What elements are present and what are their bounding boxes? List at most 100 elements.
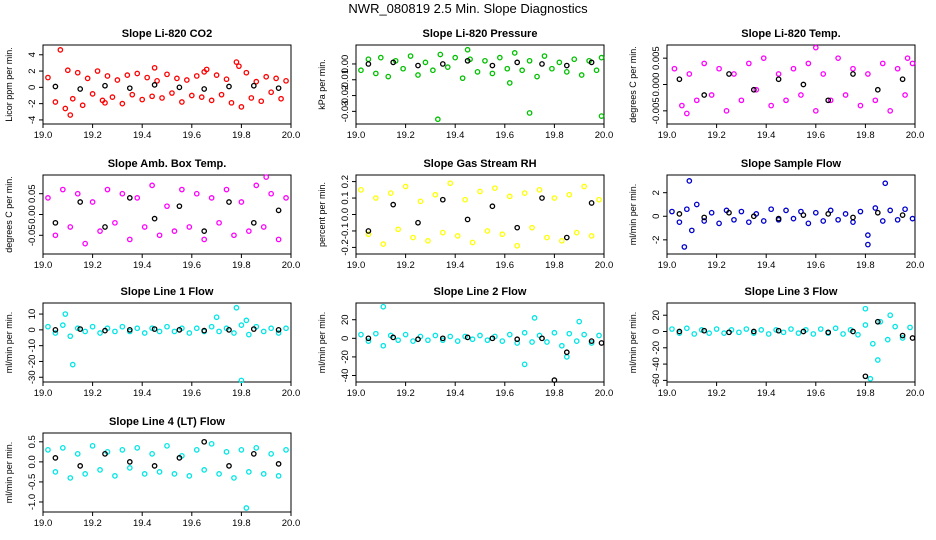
data-point (410, 234, 416, 241)
data-point (245, 469, 252, 475)
data-point (141, 224, 148, 230)
data-point (134, 195, 141, 201)
data-point (909, 60, 916, 67)
data-point (598, 113, 605, 119)
data-point (736, 329, 742, 336)
x-tick-label: 20.0 (595, 130, 614, 141)
x-tick-label: 19.8 (545, 388, 564, 399)
y-axis-label: ml/min per min. (628, 312, 638, 374)
x-tick-label: 19.8 (856, 260, 875, 271)
data-point (432, 191, 439, 198)
data-point (874, 357, 881, 363)
data-point (887, 312, 894, 319)
data-point (213, 72, 220, 78)
data-point (521, 329, 528, 336)
data-point (126, 327, 133, 333)
data-point (810, 331, 817, 337)
x-tick-label: 19.8 (232, 518, 251, 529)
data-point (151, 64, 158, 71)
data-point (669, 208, 675, 215)
data-point (201, 467, 208, 473)
data-point (701, 60, 708, 67)
panel-title: Slope Li-820 Pressure (423, 28, 538, 40)
data-point (874, 86, 881, 93)
data-point (596, 332, 602, 339)
data-point (126, 236, 133, 243)
data-point (726, 71, 732, 77)
data-point (882, 180, 889, 187)
data-point (439, 229, 446, 236)
data-point (238, 446, 245, 453)
y-tick-label: -20 (340, 350, 351, 364)
plot-frame (42, 302, 292, 383)
data-point (102, 451, 108, 457)
data-point (82, 471, 89, 477)
series-data (45, 440, 289, 511)
data-point (706, 330, 713, 336)
x-tick-label: 19.2 (707, 260, 726, 271)
y-tick-label: 0.000 (651, 73, 662, 97)
data-point (226, 199, 232, 205)
data-point (676, 211, 683, 217)
data-point (753, 86, 760, 93)
data-point (400, 65, 406, 72)
data-point (671, 65, 678, 72)
data-point (693, 97, 700, 104)
y-tick-label: 0 (651, 329, 662, 334)
data-point (358, 186, 364, 193)
panel-10: Slope Line 4 (LT) Flow ml/min per min. 19.… (4, 416, 300, 529)
data-point (743, 326, 750, 332)
x-tick-label: 19.6 (496, 388, 515, 399)
data-point (588, 338, 595, 344)
data-point (268, 325, 275, 332)
data-point (563, 234, 570, 241)
data-point (820, 71, 827, 77)
data-point (514, 336, 521, 343)
data-point (275, 85, 282, 92)
data-point (213, 314, 220, 321)
data-point (268, 451, 275, 457)
data-point (69, 95, 76, 102)
data-point (894, 65, 901, 72)
y-tick-label: 0.2 (340, 175, 351, 188)
series-reference (365, 334, 605, 383)
plot-frame (666, 302, 916, 383)
data-point (275, 473, 282, 479)
y-tick-label: 0.00 (340, 55, 351, 74)
data-point (390, 334, 397, 341)
data-point (226, 327, 232, 333)
data-point (402, 183, 409, 190)
data-point (750, 86, 757, 93)
data-point (64, 67, 71, 74)
data-point (469, 239, 476, 246)
data-point (874, 209, 881, 216)
data-point (691, 331, 698, 337)
data-point (676, 328, 683, 335)
data-point (223, 448, 230, 455)
data-point (865, 232, 871, 238)
data-point (850, 328, 856, 335)
data-point (425, 237, 431, 244)
x-tick-label: 20.0 (282, 388, 301, 399)
data-point (176, 455, 183, 461)
data-point (783, 97, 789, 104)
data-point (422, 59, 429, 66)
data-point (134, 444, 141, 451)
data-point (365, 56, 372, 63)
data-point (52, 469, 59, 475)
data-point (731, 71, 737, 77)
data-point (124, 72, 131, 78)
data-point (701, 327, 708, 334)
data-point (243, 317, 250, 324)
data-point (726, 209, 732, 216)
data-point (97, 330, 103, 336)
data-point (141, 471, 148, 477)
data-point (171, 471, 178, 477)
y-tick-label: -0.01 (340, 69, 351, 91)
data-point (52, 455, 59, 461)
data-point (372, 70, 379, 77)
data-point (745, 219, 752, 226)
data-point (62, 311, 69, 317)
data-point (444, 64, 451, 70)
panel-title: Slope Line 1 Flow (121, 286, 214, 298)
